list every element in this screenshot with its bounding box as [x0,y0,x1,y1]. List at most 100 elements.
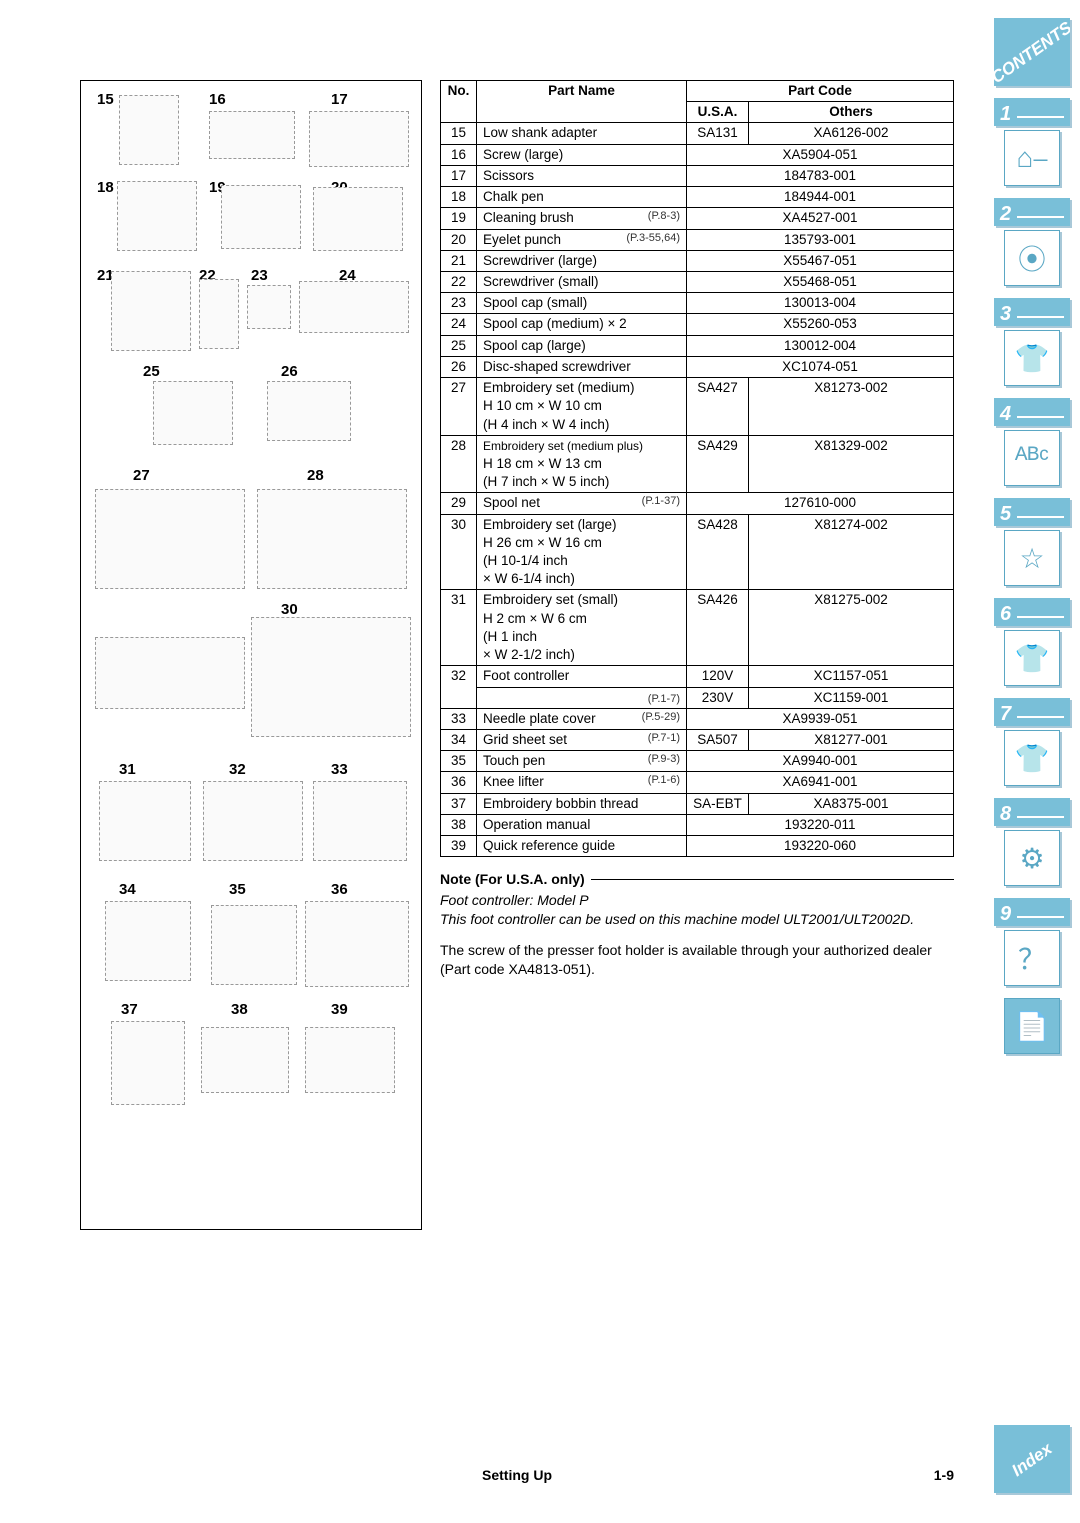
part-illustration-placeholder [247,285,291,329]
note-title: Note (For U.S.A. only) [440,871,954,887]
chapter-bar: 3 [994,298,1070,326]
table-cell-name: Spool cap (medium) × 2 [477,314,687,335]
chapter-number: 7 [994,703,1015,726]
chapter-tab[interactable]: 6👕 [994,598,1070,686]
col-others: Others [749,102,954,123]
chapter-tab[interactable]: 5☆ [994,498,1070,586]
chapter-dash [1017,116,1064,118]
table-cell-others: XC1159-001 [749,687,954,708]
chapter-tab[interactable]: 2⦿ [994,198,1070,286]
table-cell-no: 18 [441,187,477,208]
table-cell-no: 20 [441,229,477,250]
chapter-bar: 6 [994,598,1070,626]
part-illustration-placeholder [209,111,295,159]
col-usa: U.S.A. [687,102,749,123]
table-cell-others: XA8375-001 [749,793,954,814]
chapter-tab[interactable]: 1⌂⎯ [994,98,1070,186]
table-cell-no: 33 [441,708,477,729]
note-block: Note (For U.S.A. only) Foot controller: … [440,871,954,979]
table-cell-no: 32 [441,666,477,708]
chapter-bar: 4 [994,398,1070,426]
table-cell-no: 38 [441,814,477,835]
part-number-label: 26 [281,363,298,380]
part-illustration-placeholder [211,905,297,985]
table-cell-others: XA6126-002 [749,123,954,144]
part-illustration-placeholder [257,489,407,589]
table-cell-no: 27 [441,378,477,436]
manual-book-icon: 📄 [1004,998,1060,1054]
table-cell-code: 193220-060 [687,836,954,857]
chapter-bar: 1 [994,98,1070,126]
table-cell-name: Touch pen (P.9-3) [477,751,687,772]
chapter-bar: 8 [994,798,1070,826]
table-cell-others: X81274-002 [749,514,954,590]
part-number-label: 37 [121,1001,138,1018]
note-title-rule [591,879,954,880]
page: 1516171819202122232425262728293031323334… [0,0,1080,1523]
col-code: Part Code [687,81,954,102]
table-cell-no: 30 [441,514,477,590]
index-tab-label: Index [994,1425,1070,1493]
part-number-label: 25 [143,363,160,380]
part-number-label: 30 [281,601,298,618]
part-number-label: 18 [97,179,114,196]
table-cell-code: X55468-051 [687,271,954,292]
chapter-tab[interactable]: 3👕 [994,298,1070,386]
table-cell-name: Embroidery set (large)H 26 cm × W 16 cm(… [477,514,687,590]
note-title-text: Note (For U.S.A. only) [440,871,585,887]
index-tab[interactable]: Index [994,1425,1070,1493]
table-cell-name: Chalk pen [477,187,687,208]
chapter-tab[interactable]: 4 ᴬᴮᶜ [994,398,1070,486]
chapter-dash [1017,216,1064,218]
content-area: 1516171819202122232425262728293031323334… [0,0,984,1523]
table-cell-name: Embroidery set (small)H 2 cm × W 6 cm(H … [477,590,687,666]
table-cell-code: 184783-001 [687,165,954,186]
table-cell-name: Operation manual [477,814,687,835]
part-illustration-placeholder [313,781,407,861]
part-illustration-placeholder [267,381,351,441]
part-number-label: 32 [229,761,246,778]
chapter-tab[interactable]: 8⚙ [994,798,1070,886]
part-illustration-placeholder [105,901,191,981]
chapter-number: 6 [994,603,1015,626]
contents-tab[interactable]: CONTENTS [994,18,1070,86]
table-cell-name: Needle plate cover (P.5-29) [477,708,687,729]
table-cell-name: Screw (large) [477,144,687,165]
table-cell-others: X81329-002 [749,435,954,493]
part-illustration-placeholder [201,1027,289,1093]
part-number-label: 31 [119,761,136,778]
table-cell-code: 193220-011 [687,814,954,835]
part-number-label: 35 [229,881,246,898]
part-number-label: 27 [133,467,150,484]
chapter-dash [1017,316,1064,318]
manual-tab[interactable]: 📄 [994,998,1070,1054]
table-cell-name: Disc-shaped screwdriver [477,356,687,377]
chapter-tab[interactable]: 7👕 [994,698,1070,786]
table-cell-usa: SA429 [687,435,749,493]
part-illustration-placeholder [95,637,245,709]
table-cell-name: Embroidery set (medium plus)H 18 cm × W … [477,435,687,493]
part-illustration-placeholder [251,617,411,737]
table-cell-no: 28 [441,435,477,493]
table-cell-code: 130012-004 [687,335,954,356]
chapter-bar: 7 [994,698,1070,726]
table-cell-no: 23 [441,293,477,314]
parts-illustration-box: 1516171819202122232425262728293031323334… [80,80,422,1230]
part-number-label: 39 [331,1001,348,1018]
table-cell-name: Screwdriver (small) [477,271,687,292]
table-cell-usa: SA507 [687,730,749,751]
chapter-number: 4 [994,403,1015,426]
table-cell-code: 184944-001 [687,187,954,208]
table-cell-usa: SA427 [687,378,749,436]
chapter-number: 3 [994,303,1015,326]
table-cell-name: Spool cap (large) [477,335,687,356]
table-cell-name: Low shank adapter [477,123,687,144]
machine-settings-icon: ⚙ [1004,830,1060,886]
chapter-tab[interactable]: 9？ [994,898,1070,986]
abc-embroidery-icon: ᴬᴮᶜ [1004,430,1060,486]
note-italic: Foot controller: Model PThis foot contro… [440,891,954,929]
table-cell-code: XA4527-001 [687,208,954,229]
table-cell-usa: SA428 [687,514,749,590]
chapter-bar: 2 [994,198,1070,226]
chapter-dash [1017,916,1064,918]
